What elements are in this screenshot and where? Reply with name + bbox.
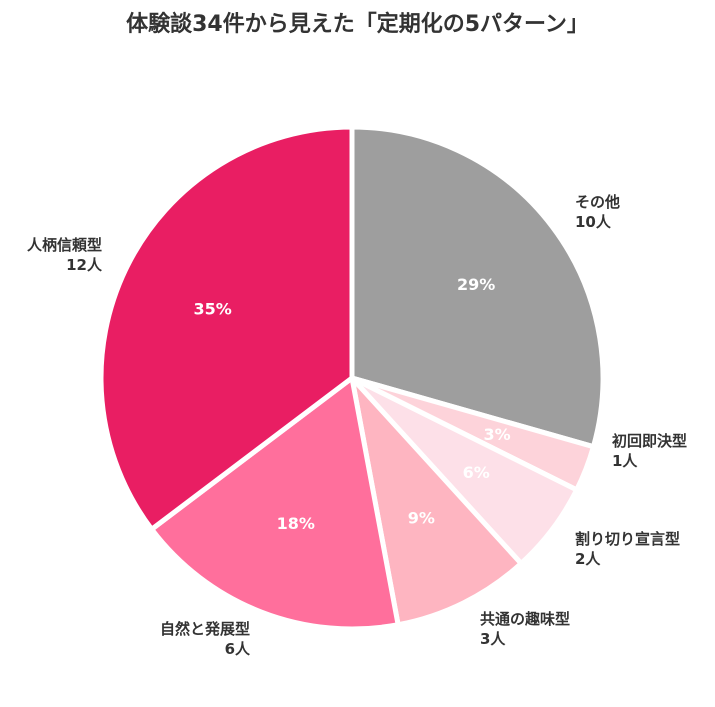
- count-label-6: 12人: [66, 256, 103, 274]
- category-label-4: 共通の趣味型: [480, 610, 570, 628]
- count-label-4: 3人: [480, 630, 506, 648]
- count-label-1: 10人: [575, 213, 612, 231]
- percent-label-6: 35%: [194, 300, 232, 319]
- category-label-2: 初回即決型: [612, 432, 687, 450]
- percent-label-3: 6%: [463, 463, 490, 482]
- percent-label-5: 18%: [277, 514, 315, 533]
- count-label-5: 6人: [225, 640, 251, 658]
- category-label-1: その他: [575, 193, 620, 211]
- percent-label-1: 29%: [457, 275, 495, 294]
- pie-slice-4[interactable]: [349, 375, 524, 628]
- pie-slice-5[interactable]: [149, 375, 401, 632]
- percent-label-4: 9%: [408, 508, 435, 527]
- category-label-3: 割り切り宣言型: [575, 530, 680, 548]
- category-label-5: 自然と発展型: [160, 620, 250, 638]
- count-label-2: 1人: [612, 452, 638, 470]
- pie-slice-1[interactable]: [349, 124, 606, 450]
- count-label-3: 2人: [575, 550, 601, 568]
- chart-title: 体験談34件から見えた「定期化の5パターン」: [126, 12, 589, 37]
- category-label-6: 人柄信頼型: [27, 236, 102, 254]
- pie-slice-6[interactable]: [98, 124, 355, 532]
- percent-label-2: 3%: [484, 425, 511, 444]
